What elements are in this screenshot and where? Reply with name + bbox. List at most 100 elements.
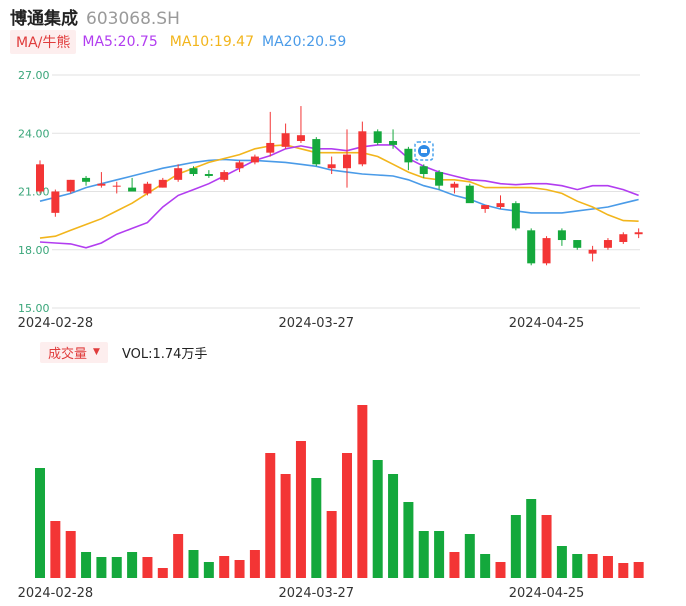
candle <box>358 121 367 167</box>
volume-bar <box>541 515 552 578</box>
candle <box>481 205 490 213</box>
price-tick-label: 24.00 <box>18 127 50 140</box>
date-tick-label: 2024-03-27 <box>279 586 355 601</box>
candle-body <box>496 203 505 208</box>
candle <box>51 189 60 217</box>
ma-legend: MA/牛熊 MA5:20.75 MA10:19.47 MA20:20.59 <box>10 30 346 54</box>
volume-bar <box>81 552 92 578</box>
candle <box>557 228 566 246</box>
date-tick-label: 2024-04-25 <box>509 316 585 331</box>
candle <box>373 129 382 145</box>
volume-bar <box>219 556 230 578</box>
candle <box>327 156 336 175</box>
candle-body <box>358 131 367 165</box>
volume-bar <box>157 568 168 578</box>
volume-bar <box>249 550 260 578</box>
candle-body <box>557 230 566 241</box>
stock-code: 603068.SH <box>86 9 180 29</box>
ma20-line <box>39 158 639 214</box>
candle-body <box>343 154 351 169</box>
candle <box>588 245 597 262</box>
candle-body <box>66 179 75 192</box>
volume-bar <box>403 502 414 578</box>
candle-body <box>266 142 275 153</box>
event-marker-icon[interactable] <box>414 141 434 161</box>
volume-bar <box>526 499 537 578</box>
candle <box>527 228 536 266</box>
candle <box>343 129 351 188</box>
volume-date-axis: 2024-02-28 2024-03-27 2024-04-25 <box>18 586 585 601</box>
volume-bar <box>203 562 214 578</box>
volume-tag-label: 成交量 <box>48 346 88 362</box>
candle-body <box>327 164 336 169</box>
candlesticks <box>36 106 643 266</box>
volume-bar <box>295 441 306 578</box>
candle <box>82 175 91 186</box>
ma5-line <box>39 144 639 249</box>
candle <box>603 238 612 250</box>
volume-value: VOL:1.74万手 <box>121 346 208 362</box>
ma5-legend: MA5:20.75 <box>82 34 158 50</box>
volume-bar <box>188 550 199 578</box>
candle-body <box>404 148 413 163</box>
volume-indicator-tag[interactable]: 成交量 ▼ <box>40 341 108 363</box>
candle-body <box>97 183 106 186</box>
candle <box>235 160 244 173</box>
volume-bar <box>372 460 383 578</box>
candle <box>542 236 551 266</box>
volume-bars <box>35 405 644 578</box>
candle <box>419 164 428 178</box>
price-tick-label: 18.00 <box>18 244 50 257</box>
volume-bar <box>50 521 61 578</box>
volume-bar <box>111 557 122 578</box>
volume-bar <box>96 557 107 578</box>
date-tick-label: 2024-04-25 <box>509 586 585 601</box>
volume-bar <box>234 560 245 578</box>
volume-bar <box>480 554 491 578</box>
candle-body <box>450 183 459 188</box>
candle-body <box>220 172 229 180</box>
candle <box>174 164 183 182</box>
candle <box>250 154 259 165</box>
candle <box>128 177 137 192</box>
candle-body <box>588 249 597 254</box>
candle-body <box>112 185 121 187</box>
ma-indicator-tag[interactable]: MA/牛熊 <box>10 30 77 54</box>
candle-body <box>419 166 428 175</box>
volume-bar <box>556 546 567 578</box>
volume-bar <box>633 562 644 578</box>
candle <box>97 172 106 188</box>
price-date-axis: 2024-02-28 2024-03-27 2024-04-25 <box>18 316 585 331</box>
volume-bar <box>127 552 138 578</box>
moving-average-lines <box>39 144 639 249</box>
candle <box>36 160 44 194</box>
volume-bar <box>311 478 322 578</box>
candle <box>281 123 290 149</box>
volume-bar <box>357 405 368 578</box>
volume-bar <box>326 511 337 578</box>
volume-bar <box>464 534 475 578</box>
candle-body <box>465 185 474 204</box>
candle <box>312 137 321 167</box>
candle <box>465 183 474 204</box>
candle-body <box>82 177 91 182</box>
candle <box>389 129 398 149</box>
volume-bar <box>265 453 276 578</box>
candle-body <box>204 174 213 176</box>
candle <box>266 111 275 157</box>
candle-body <box>373 131 382 143</box>
candle-body <box>296 135 305 142</box>
candle <box>158 177 167 188</box>
candle-body <box>36 164 44 192</box>
candle-body <box>174 168 183 180</box>
volume-bar <box>418 531 429 578</box>
candle-body <box>128 187 137 192</box>
candle <box>143 181 152 196</box>
volume-bar <box>65 531 76 578</box>
volume-bar <box>434 531 445 578</box>
volume-bar <box>342 453 352 578</box>
candle-body <box>51 191 60 213</box>
volume-bar <box>587 554 598 578</box>
candle-body <box>281 133 290 147</box>
